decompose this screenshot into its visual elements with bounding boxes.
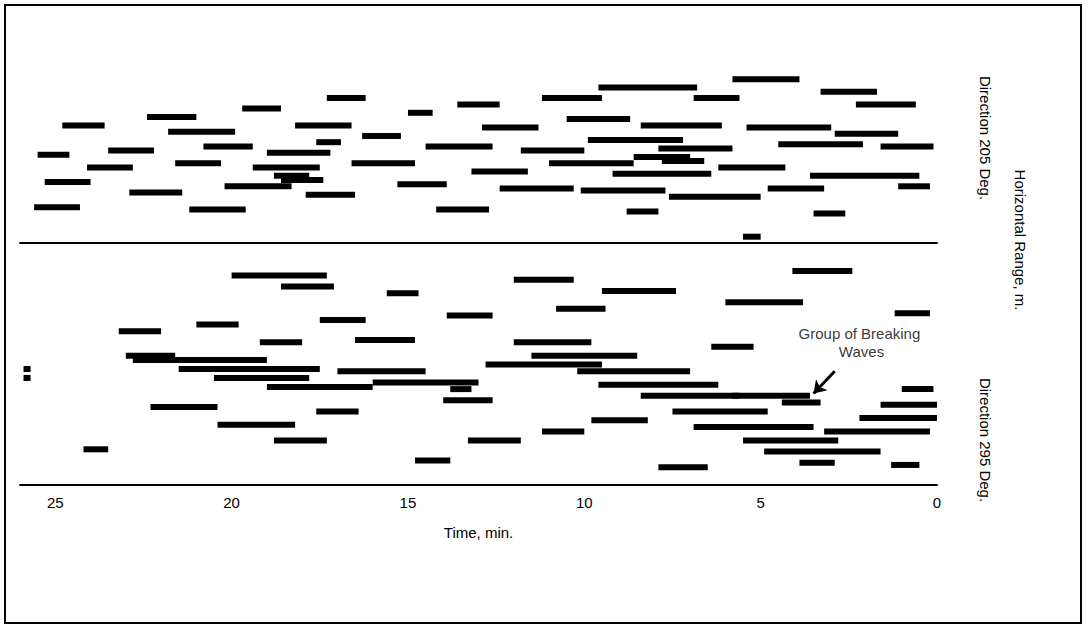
svg-text:0: 0 bbox=[933, 494, 941, 511]
svg-text:Direction 205 Deg.: Direction 205 Deg. bbox=[977, 76, 994, 200]
svg-text:25: 25 bbox=[47, 494, 64, 511]
svg-text:Waves: Waves bbox=[835, 343, 884, 360]
svg-text:5: 5 bbox=[756, 494, 764, 511]
svg-text:10: 10 bbox=[576, 494, 593, 511]
svg-text:Horizontal Range, m.: Horizontal Range, m. bbox=[1012, 170, 1029, 311]
svg-text:20: 20 bbox=[223, 494, 240, 511]
svg-text:15: 15 bbox=[400, 494, 417, 511]
svg-text:Group of Breaking: Group of Breaking bbox=[799, 325, 921, 342]
svg-text:Time, min.: Time, min. bbox=[444, 524, 513, 541]
svg-text:Direction 295 Deg.: Direction 295 Deg. bbox=[977, 378, 994, 502]
